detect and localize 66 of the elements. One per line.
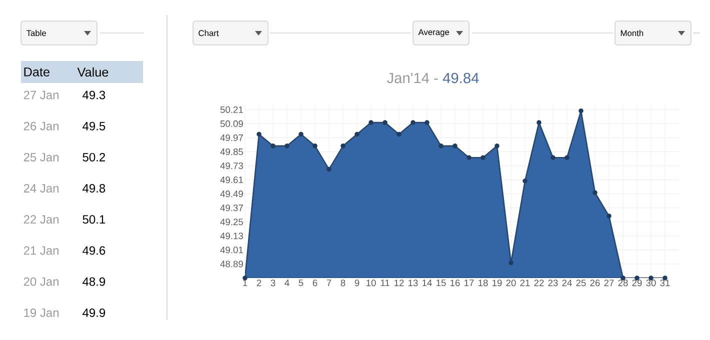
text: 20 Jan: [24, 277, 59, 286]
text: 49.6: [82, 246, 106, 255]
text: 48.9: [82, 277, 106, 286]
x-tick-label: 27: [604, 280, 614, 286]
x-tick-label: 7: [326, 280, 332, 286]
text: 49.8: [82, 184, 106, 193]
x-tick-label: 6: [312, 280, 318, 286]
text: Table: [26, 30, 46, 36]
y-tick-label: 49.73: [220, 162, 243, 170]
text: 49.5: [82, 122, 106, 130]
text: 26 Jan: [24, 122, 59, 130]
text: 50.1: [82, 215, 106, 224]
x-tick-label: 3: [270, 280, 276, 286]
y-tick-label: 49.37: [220, 204, 243, 212]
x-tick-label: 5: [298, 280, 304, 286]
x-tick-label: 25: [576, 280, 586, 286]
text: 50.2: [82, 152, 106, 162]
text: 25 Jan: [24, 152, 59, 162]
y-tick-label: 49.13: [220, 232, 243, 240]
x-tick-label: 17: [464, 280, 474, 286]
x-tick-label: 8: [340, 280, 346, 286]
x-tick-label: 9: [354, 280, 360, 286]
x-tick-label: 16: [450, 280, 460, 286]
x-tick-label: 23: [548, 280, 558, 286]
x-tick-label: 14: [422, 280, 432, 286]
text: 49.9: [82, 308, 106, 317]
chart-subtitle: 49.84: [442, 72, 479, 84]
y-tick-label: 50.09: [220, 120, 243, 128]
x-tick-label: 28: [618, 280, 628, 286]
x-tick-label: 26: [590, 280, 600, 286]
text: 24 Jan: [24, 184, 59, 193]
x-tick-label: 4: [284, 280, 290, 286]
text: Month: [620, 30, 644, 36]
x-tick-label: 21: [520, 280, 530, 286]
y-tick-label: 49.25: [220, 218, 243, 226]
x-tick-label: 24: [562, 280, 572, 286]
x-tick-label: 30: [646, 280, 656, 286]
y-tick-label: 49.01: [220, 246, 243, 254]
text: 49.3: [82, 90, 106, 100]
chart-title: Jan'14 -: [386, 72, 438, 84]
x-tick-label: 22: [534, 280, 544, 286]
x-tick-label: 15: [436, 280, 446, 286]
y-tick-label: 48.89: [220, 260, 243, 268]
text: 19 Jan: [24, 308, 59, 317]
x-tick-label: 12: [394, 280, 404, 286]
text: Chart: [198, 30, 219, 36]
x-tick-label: 13: [408, 280, 418, 286]
text: 21 Jan: [24, 246, 59, 255]
x-tick-label: 31: [660, 280, 670, 286]
x-tick-label: 2: [256, 280, 262, 286]
text: Value: [77, 67, 108, 77]
y-tick-label: 50.21: [220, 106, 243, 113]
x-tick-label: 29: [632, 280, 642, 286]
text: 22 Jan: [24, 215, 59, 224]
text: Date: [24, 68, 50, 76]
x-tick-label: 19: [492, 280, 502, 286]
y-tick-label: 49.61: [220, 176, 243, 184]
x-tick-label: 20: [506, 280, 516, 286]
y-tick-label: 49.85: [220, 148, 243, 156]
text: 27 Jan: [24, 90, 59, 100]
x-tick-label: 10: [366, 280, 376, 286]
x-tick-label: 18: [478, 280, 488, 286]
x-tick-label: 11: [380, 280, 390, 286]
y-tick-label: 49.97: [220, 134, 243, 142]
y-tick-label: 49.49: [220, 190, 243, 198]
text: Average: [418, 29, 450, 37]
